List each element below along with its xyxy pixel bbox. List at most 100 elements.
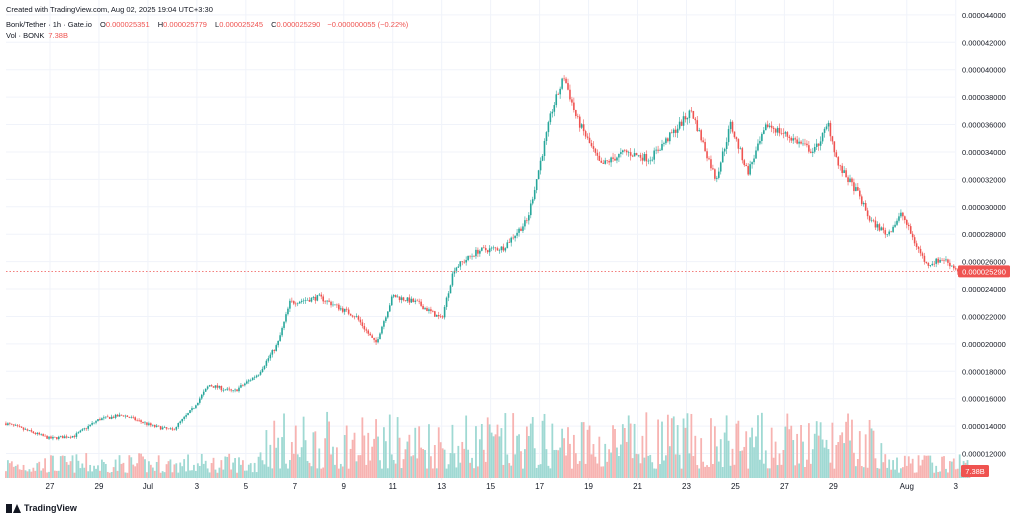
volume-bar [265, 430, 268, 478]
volume-bar [140, 453, 142, 478]
volume-bar [402, 459, 405, 478]
volume-bar [38, 461, 41, 478]
candle-body [575, 110, 577, 117]
candle-body [778, 127, 781, 134]
candle-body [118, 414, 121, 417]
volume-bar [635, 453, 638, 478]
candle-body [870, 220, 873, 222]
volume-bar [553, 450, 556, 478]
time-tick-label: 3 [195, 482, 200, 491]
candle-body [665, 138, 667, 144]
volume-bar [437, 427, 440, 478]
volume-bar [210, 463, 213, 478]
volume-bar [845, 421, 847, 478]
candle-body [392, 295, 395, 297]
volume-bar [619, 444, 622, 478]
volume-bar [314, 431, 317, 478]
candle-body [907, 224, 910, 227]
candle-body [663, 143, 665, 145]
volume-bar [345, 425, 348, 478]
candle-body [682, 116, 685, 126]
volume-bar [772, 457, 775, 478]
volume-bar [52, 455, 54, 478]
candle-body [140, 420, 142, 422]
symbol-label[interactable]: Bonk/Tether · 1h · Gate.io [6, 20, 92, 29]
volume-bar [269, 444, 272, 478]
candle-body [614, 158, 616, 161]
candle-body [291, 300, 293, 302]
volume-bar [100, 459, 103, 478]
candle-body [637, 154, 640, 156]
time-tick-label: 25 [731, 482, 740, 491]
candle-body [800, 141, 802, 144]
volume-bar [91, 471, 94, 478]
time-axis[interactable]: 27 29 Jul 3 5 7 9 11 13 15 17 19 21 23 25 27 29 Aug 3 [46, 482, 959, 491]
volume-bar [837, 442, 840, 478]
volume-bar [326, 411, 329, 478]
candle-body [63, 436, 66, 439]
candle-body [412, 298, 415, 302]
volume-bar [782, 449, 785, 478]
candle-body [371, 335, 373, 338]
candle-body [823, 128, 826, 133]
volume-bar [939, 471, 941, 478]
candle-body [606, 160, 608, 162]
candle-body [136, 420, 138, 421]
volume-bar [177, 472, 180, 478]
volume-bar [633, 423, 636, 478]
candle-body [576, 116, 579, 117]
candle-body [322, 296, 324, 302]
volume-bar [598, 436, 601, 478]
volume-bar [128, 455, 131, 478]
volume-bar [304, 440, 307, 478]
candle-body [338, 304, 340, 310]
volume-bar [193, 464, 195, 478]
candle-body [790, 137, 793, 141]
volume-bar [453, 453, 456, 478]
candle-body [514, 235, 516, 239]
candle-body [75, 433, 78, 437]
candle-body [902, 212, 904, 217]
volume-bar [614, 428, 616, 478]
volume-label[interactable]: Vol · BONK [6, 31, 45, 40]
candle-body [410, 298, 413, 303]
tradingview-brand[interactable]: TradingView [6, 503, 77, 513]
candle-body [210, 385, 213, 387]
volume-bar [61, 455, 64, 478]
volume-bar [287, 468, 289, 478]
volume-bar [725, 415, 728, 478]
candle-body [851, 178, 853, 183]
candle-body [872, 220, 875, 222]
volume-bar [79, 468, 82, 478]
volume-bar [829, 462, 832, 478]
volume-bar [956, 468, 959, 478]
volume-bar [55, 470, 58, 478]
volume-bar [108, 472, 111, 478]
volume-bar [637, 454, 640, 478]
volume-bar [473, 468, 475, 478]
high-value: 0.000025779 [163, 20, 207, 29]
candle-body [868, 216, 871, 221]
candle-body [612, 157, 614, 159]
price-axis[interactable]: 0.000044000 0.000042000 0.000040000 0.00003… [962, 11, 1006, 459]
candle-body [622, 150, 624, 153]
volume-bar [196, 463, 199, 478]
candle-body [811, 151, 814, 153]
volume-bar [351, 439, 354, 478]
volume-bar [330, 454, 332, 478]
candle-body [105, 416, 107, 418]
volume-bar [710, 418, 712, 478]
volume-bar [880, 443, 883, 478]
volume-bar [179, 462, 182, 478]
volume-bar [684, 427, 687, 478]
time-tick-label: 11 [389, 482, 398, 491]
candle-body [328, 300, 330, 302]
candle-body [222, 389, 225, 391]
candle-body [933, 263, 936, 265]
candle-body [398, 296, 401, 301]
candle-body [155, 425, 158, 427]
volume-bar [533, 448, 536, 478]
candle-body [277, 340, 279, 346]
candle-body [408, 297, 411, 303]
